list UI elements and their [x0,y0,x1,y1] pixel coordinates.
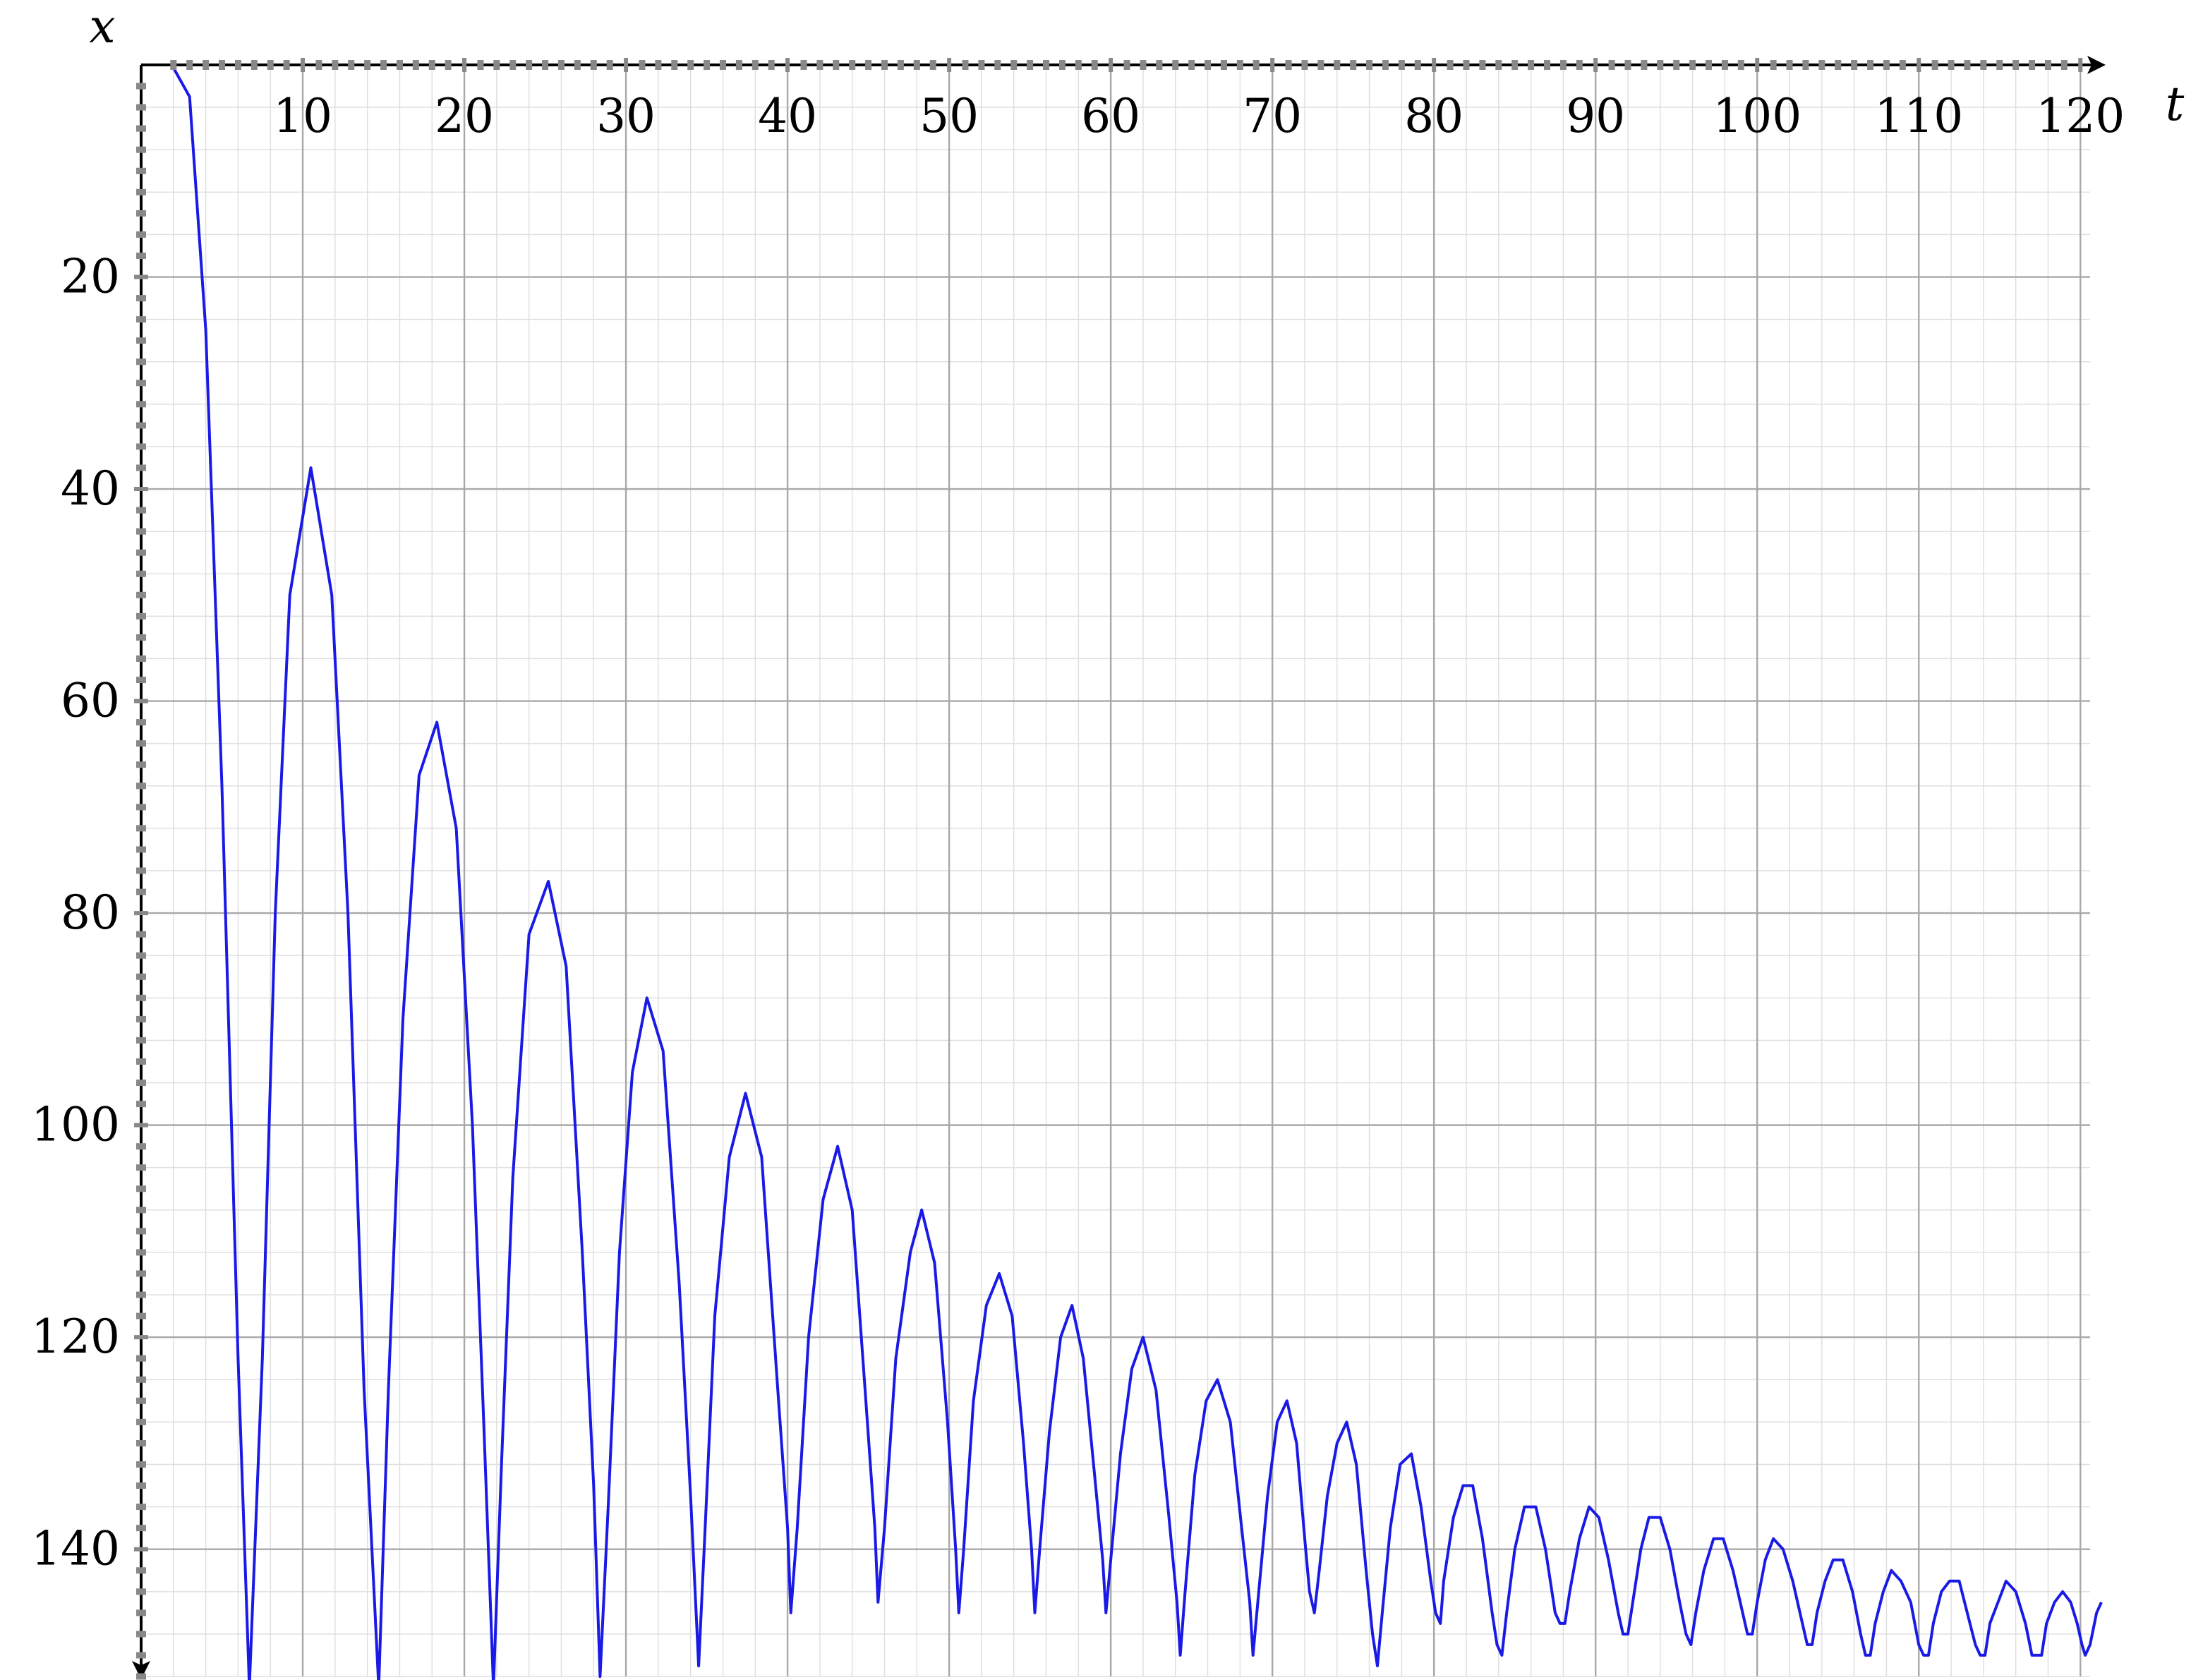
x-tick-label: 30 [596,89,656,143]
y-tick-label: 140 [31,1522,120,1576]
y-tick-label: 80 [61,886,120,940]
y-tick-label: 20 [61,250,120,304]
x-tick-label: 10 [273,89,332,143]
axes [132,56,2106,1679]
x-tick-label: 20 [435,89,494,143]
data-series-group [170,64,2103,1680]
major-gridlines [141,65,2090,1676]
x-tick-label: 40 [758,89,817,143]
x-tick-label: 110 [1874,89,1963,143]
x-tick-label: 80 [1404,89,1463,143]
y-axis-label: x [89,0,115,54]
x-tick-label: 120 [2036,89,2125,143]
x-tick-label: 100 [1713,89,1801,143]
axis-ticks [134,58,2083,1680]
x-tick-label: 50 [919,89,979,143]
x-tick-label: 90 [1566,89,1625,143]
y-tick-label: 120 [31,1310,120,1364]
x-tick-label: 60 [1081,89,1140,143]
y-tick-label: 60 [61,674,120,728]
y-tick-label: 40 [61,461,120,516]
x-axis-label: t [2166,77,2185,131]
series-line-0 [170,64,2103,1680]
y-axis-arrowhead [132,1661,150,1679]
y-tick-label: 100 [31,1098,120,1152]
x-axis-arrowhead [2087,56,2106,74]
minor-gridlines [141,65,2090,1677]
x-tick-label: 70 [1243,89,1302,143]
tick-labels: 10 20 30 40 50 60 70 80 90 100 110 120 20 40 60 80 100 12… [31,89,2125,1576]
